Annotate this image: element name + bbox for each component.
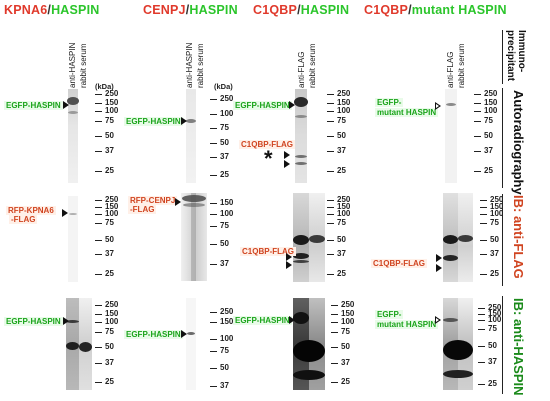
label-egfp-haspin: EGFP-HASPIN (233, 101, 292, 110)
marker-ladder: 150 100 75 50 37 (210, 196, 254, 282)
arrow-solid (175, 198, 181, 206)
arrow-solid (62, 209, 68, 217)
label-rfp-kpna6: -FLAG (9, 215, 38, 224)
lane-label-anti-flag-3: anti-FLAG (297, 51, 306, 88)
kda-label: (kDa) (95, 82, 114, 91)
label-c1qbp-flag: C1QBP-FLAG (239, 140, 295, 149)
side-bracket-immuno (502, 30, 503, 84)
label-egfp-haspin: EGFP-HASPIN (124, 117, 183, 126)
marker-ladder: 250 100 75 50 37 25 (210, 90, 254, 180)
marker-ladder: 250 150 100 75 50 37 25 (331, 300, 375, 390)
marker-ladder: 250 150 100 75 50 37 25 (327, 89, 371, 180)
label-egfp-mutant: EGFP- (375, 98, 404, 107)
blot-autorad-cenpj (184, 89, 208, 183)
arrow-solid (181, 330, 187, 338)
side-label-immunoprecipitant: Immuno-precipitant (505, 30, 527, 82)
column-title-cenpj: CENPJ/HASPIN (143, 3, 238, 17)
asterisk-mark: * (264, 146, 273, 171)
label-rfp-cenpj: RFP-CENPJ (128, 196, 178, 205)
lane-label-rabbit-serum-3: rabbit serum (308, 43, 317, 88)
blot-haspin-kpna6 (66, 298, 92, 390)
side-bracket-haspin (502, 296, 503, 394)
side-label-autoradiography: Autoradiography (511, 90, 526, 195)
arrow-solid (436, 254, 442, 262)
label-rfp-kpna6: RFP-KPNA6 (6, 206, 56, 215)
side-bracket-flag (502, 194, 503, 286)
marker-ladder: 250 150 100 75 50 37 25 (480, 195, 524, 282)
lane-label-rabbit-serum-2: rabbit serum (196, 43, 205, 88)
blot-flag-kpna6 (66, 196, 92, 282)
label-rfp-cenpj: -FLAG (128, 205, 157, 214)
lane-label-rabbit-serum-1: rabbit serum (79, 43, 88, 88)
marker-ladder: 250 150 100 75 50 37 25 (95, 89, 139, 180)
arrow-solid (289, 101, 295, 109)
marker-ladder: 250 150 100 75 50 37 (210, 300, 254, 390)
blot-haspin-c1qbp (293, 298, 325, 390)
arrow-solid (286, 253, 292, 261)
side-label-ib-anti-flag: IB: anti-FLAG (511, 195, 526, 279)
blot-haspin-cenpj (184, 298, 208, 390)
arrow-solid (63, 101, 69, 109)
arrow-open (435, 102, 441, 110)
marker-ladder: 250 150 100 75 50 37 25 (95, 300, 139, 390)
arrow-solid (436, 264, 442, 272)
side-bracket-autorad (502, 88, 503, 188)
lane-label-anti-flag-4: anti-FLAG (446, 51, 455, 88)
blot-autorad-c1qbp (293, 89, 321, 183)
arrow-solid (284, 151, 290, 159)
label-c1qbp-flag: C1QBP-FLAG (240, 247, 296, 256)
label-egfp-haspin: EGFP-HASPIN (4, 101, 63, 110)
arrow-open (435, 316, 441, 324)
label-egfp-haspin: EGFP-HASPIN (233, 316, 292, 325)
arrow-solid (289, 316, 295, 324)
arrow-solid (63, 317, 69, 325)
blot-flag-c1qbp (293, 193, 325, 282)
lane-label-anti-haspin-1: anti-HASPIN (68, 42, 77, 88)
blot-autorad-kpna6 (66, 89, 92, 183)
marker-ladder: 250 150 100 75 50 37 25 (95, 195, 139, 282)
marker-ladder: 250 150 100 75 50 37 25 (478, 300, 522, 390)
lane-label-anti-haspin-2: anti-HASPIN (185, 42, 194, 88)
side-label-ib-anti-haspin: IB: anti-HASPIN (511, 298, 526, 396)
arrow-solid (284, 160, 290, 168)
label-egfp-mutant: mutant HASPIN (375, 320, 439, 329)
label-egfp-mutant: mutant HASPIN (375, 108, 439, 117)
label-egfp-haspin: EGFP-HASPIN (4, 317, 63, 326)
label-c1qbp-flag: C1QBP-FLAG (371, 259, 427, 268)
label-egfp-haspin: EGFP-HASPIN (124, 330, 183, 339)
kda-label: (kDa) (214, 82, 233, 91)
blot-haspin-c1qbp-mutant (443, 298, 473, 390)
column-title-c1qbp-mutant: C1QBP/mutant HASPIN (364, 3, 507, 17)
blot-autorad-c1qbp-mutant (443, 89, 471, 183)
arrow-solid (286, 261, 292, 269)
lane-label-rabbit-serum-4: rabbit serum (457, 43, 466, 88)
label-egfp-mutant: EGFP- (375, 310, 404, 319)
marker-ladder: 250 150 100 75 50 37 25 (474, 89, 518, 180)
column-title-c1qbp: C1QBP/HASPIN (253, 3, 350, 17)
marker-ladder: 250 150 100 75 50 37 25 (327, 195, 371, 282)
blot-flag-c1qbp-mutant (443, 193, 473, 282)
blot-flag-cenpj (181, 193, 207, 281)
column-title-kpna6: KPNA6/HASPIN (4, 3, 100, 17)
arrow-solid (181, 117, 187, 125)
